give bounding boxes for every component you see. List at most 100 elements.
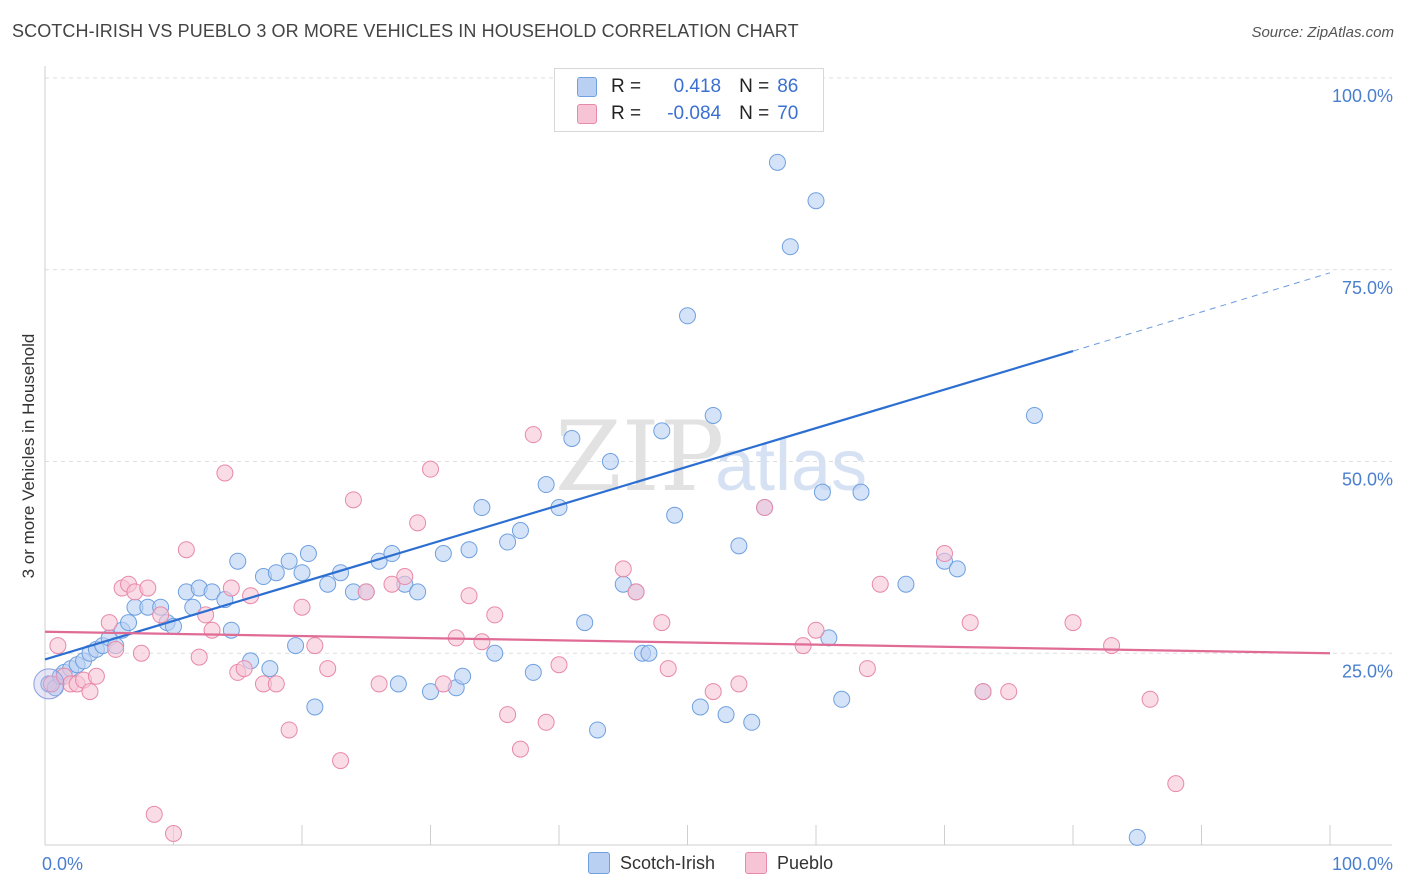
data-point-pueblo (1000, 683, 1018, 701)
data-point-pueblo (434, 675, 452, 693)
data-point-pueblo (293, 598, 311, 616)
data-point-pueblo (177, 541, 195, 559)
data-point-pueblo (756, 499, 774, 517)
tick-labels: 25.0% 50.0% 75.0% 100.0% 0.0% 100.0% (42, 86, 1393, 874)
data-point-pueblo (370, 675, 388, 693)
trend-line-pueblo (44, 630, 1331, 655)
data-point-scotch-irish (422, 683, 439, 701)
correlation-legend: R = 0.418 N = 86 R = -0.084 N = 70 (554, 68, 824, 132)
legend-r-value: -0.084 (667, 103, 722, 124)
data-point-pueblo (1167, 775, 1185, 793)
watermark-atlas: atlas (715, 426, 867, 506)
source-label: Source: ZipAtlas.com (1251, 24, 1394, 41)
data-point-pueblo (344, 491, 362, 509)
data-point-pueblo (614, 560, 632, 578)
data-points (33, 153, 1185, 846)
data-point-scotch-irish (576, 614, 594, 632)
data-point-pueblo (486, 606, 504, 624)
y-tick-label: 25.0% (1342, 661, 1393, 681)
data-point-pueblo (332, 752, 350, 770)
data-point-scotch-irish (434, 545, 452, 563)
data-point-pueblo (222, 579, 240, 597)
data-point-pueblo (190, 648, 208, 666)
data-point-scotch-irish (852, 483, 870, 501)
data-point-scotch-irish (813, 483, 831, 501)
data-point-scotch-irish (589, 721, 607, 739)
series-legend: Scotch-Irish Pueblo (588, 852, 863, 874)
trend-line-scotch-irish (44, 349, 1074, 661)
legend-row-scotch-irish: R = 0.418 N = 86 (577, 75, 798, 99)
legend-swatch-scotch-irish (577, 77, 597, 97)
data-point-scotch-irish (679, 307, 696, 325)
data-point-scotch-irish (280, 552, 298, 570)
data-point-scotch-irish (1128, 828, 1146, 846)
data-point-scotch-irish (389, 675, 407, 693)
data-point-scotch-irish (229, 552, 247, 570)
grid-lines (45, 77, 1392, 654)
data-point-pueblo (653, 614, 671, 632)
y-tick-label: 100.0% (1332, 86, 1393, 106)
data-point-pueblo (49, 637, 67, 655)
data-point-scotch-irish (524, 663, 542, 681)
data-point-scotch-irish (833, 690, 851, 708)
data-point-pueblo (659, 660, 677, 678)
data-point-pueblo (627, 583, 645, 601)
data-point-scotch-irish (640, 644, 658, 662)
data-point-pueblo (107, 640, 125, 658)
data-point-scotch-irish (486, 644, 504, 662)
data-point-pueblo (974, 683, 992, 701)
data-point-pueblo (511, 740, 529, 758)
data-point-scotch-irish (299, 545, 317, 563)
data-point-scotch-irish (499, 533, 517, 551)
data-point-scotch-irish (781, 238, 799, 256)
trend-lines (44, 272, 1331, 661)
data-point-scotch-irish (319, 575, 337, 593)
data-point-pueblo (87, 667, 105, 685)
data-point-scotch-irish (704, 406, 722, 424)
data-point-pueblo (409, 514, 427, 532)
series-legend-item-pueblo[interactable]: Pueblo (745, 852, 833, 874)
series-legend-item-scotch-irish[interactable]: Scotch-Irish (588, 852, 715, 874)
data-point-pueblo (524, 426, 542, 444)
data-point-pueblo (704, 683, 722, 701)
trend-line-extension-scotch-irish (1072, 272, 1331, 352)
data-point-pueblo (858, 660, 876, 678)
data-point-pueblo (537, 713, 555, 731)
data-point-pueblo (216, 464, 234, 482)
data-point-scotch-irish (601, 453, 619, 470)
data-point-pueblo (235, 660, 253, 678)
legend-n-label: N = (739, 76, 770, 97)
data-point-pueblo (1103, 637, 1121, 655)
data-point-scotch-irish (691, 698, 709, 716)
data-point-scotch-irish (267, 564, 285, 582)
series-swatch-scotch-irish (588, 852, 610, 874)
data-point-scotch-irish (743, 713, 761, 731)
data-point-scotch-irish (717, 706, 735, 724)
data-point-scotch-irish (1025, 406, 1043, 424)
chart-title: SCOTCH-IRISH VS PUEBLO 3 OR MORE VEHICLE… (12, 21, 799, 41)
data-point-pueblo (473, 633, 491, 651)
data-point-scotch-irish (409, 583, 427, 601)
data-point-pueblo (871, 575, 889, 593)
data-point-scotch-irish (537, 476, 555, 494)
legend-row-pueblo: R = -0.084 N = 70 (577, 102, 798, 126)
data-point-pueblo (145, 805, 163, 823)
y-tick-label: 75.0% (1342, 278, 1393, 298)
legend-swatch-pueblo (577, 104, 597, 124)
data-point-scotch-irish (948, 560, 966, 578)
data-point-cluster (33, 668, 65, 700)
data-point-pueblo (396, 568, 414, 586)
data-point-scotch-irish (293, 564, 311, 582)
x-tick-label: 0.0% (42, 854, 83, 874)
legend-r-label: R = (611, 76, 642, 97)
data-point-scotch-irish (261, 660, 279, 678)
series-label: Pueblo (777, 852, 834, 873)
data-point-pueblo (730, 675, 748, 693)
data-point-scotch-irish (666, 506, 684, 524)
data-point-scotch-irish (653, 422, 671, 440)
data-point-pueblo (422, 460, 439, 478)
data-point-scotch-irish (473, 499, 491, 517)
data-point-pueblo (936, 545, 953, 563)
data-point-pueblo (152, 606, 170, 624)
